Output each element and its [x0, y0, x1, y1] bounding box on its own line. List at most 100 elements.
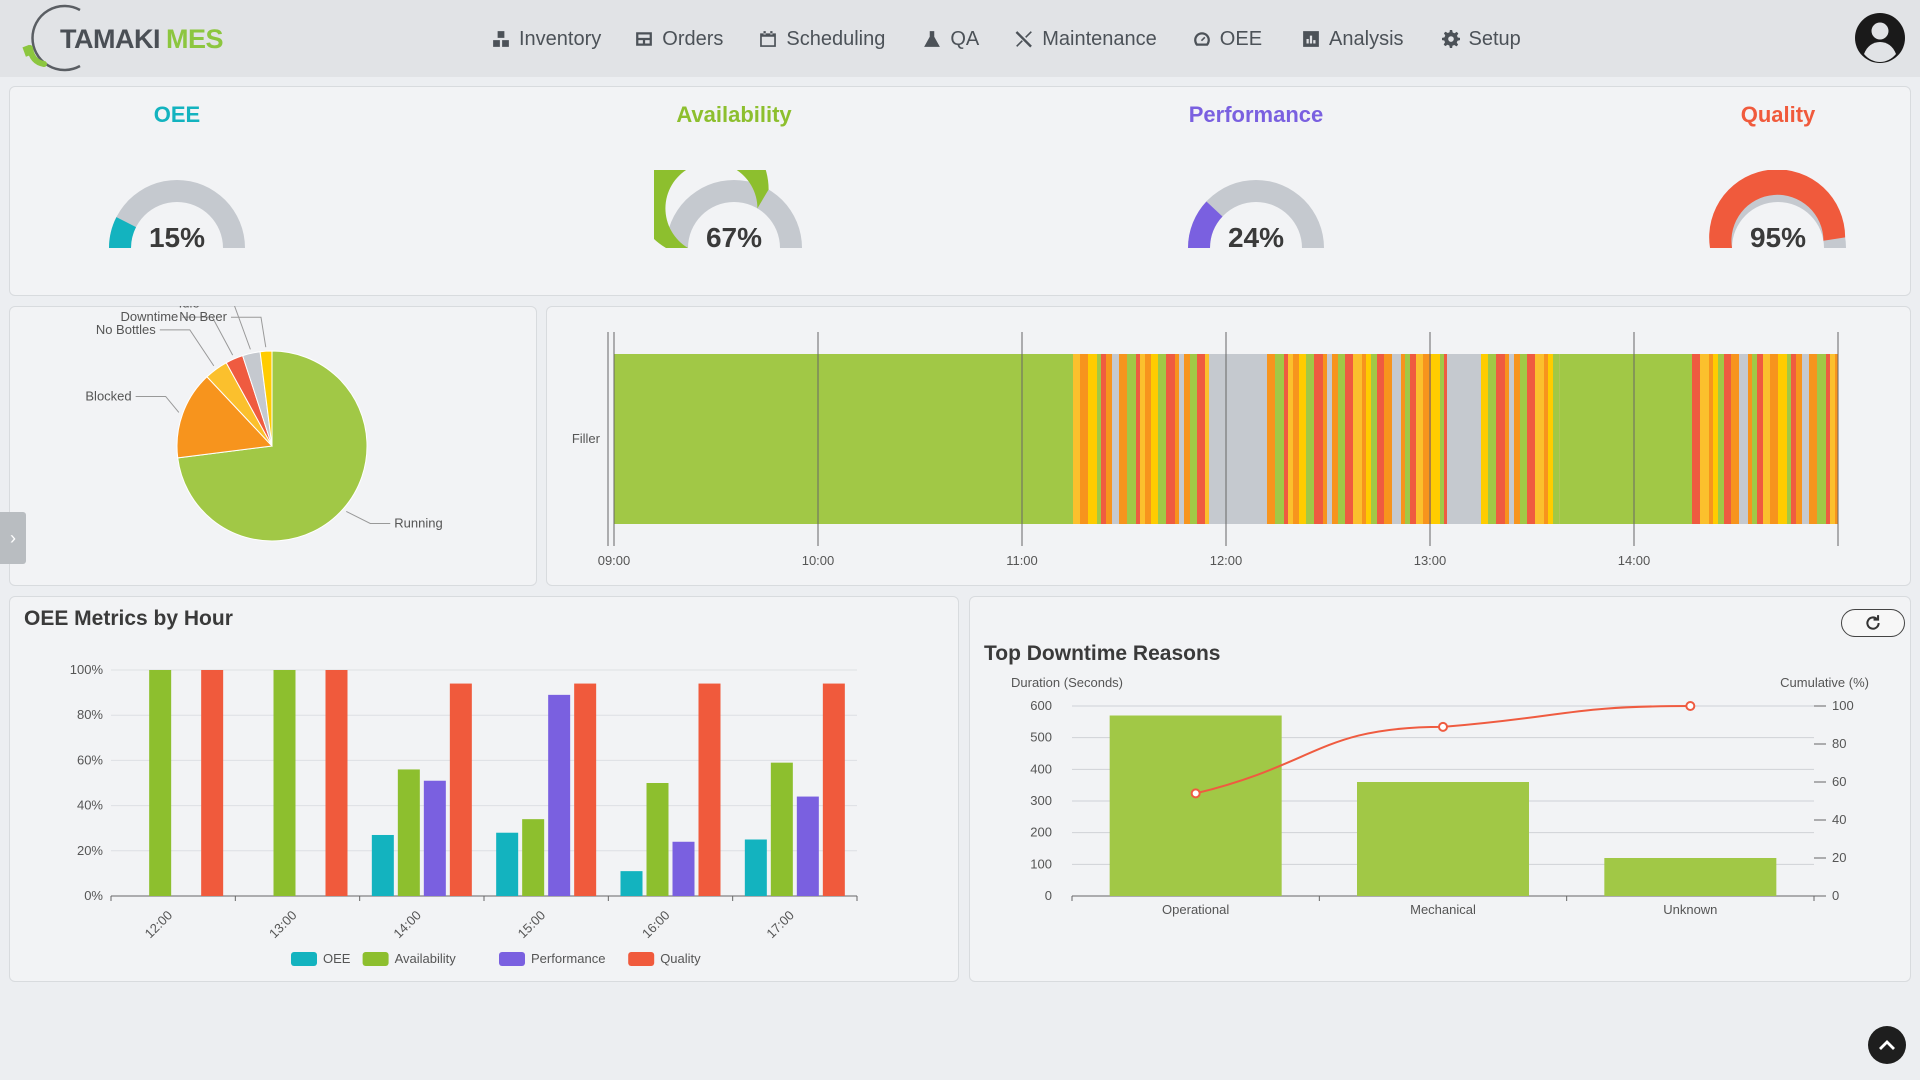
pie-leader-line — [346, 511, 391, 524]
timeline-segment — [1293, 354, 1299, 524]
timeline-segment — [1724, 354, 1731, 524]
quality-gauge-value: 95% — [1749, 222, 1807, 253]
cumulative-point — [1438, 721, 1448, 732]
y-tick-label: 100 — [1030, 856, 1052, 871]
timeline-segment — [1371, 354, 1377, 524]
kpi-oee-title: OEE — [153, 102, 201, 127]
y2-tick-label: 100 — [1832, 698, 1854, 713]
legend-swatch — [291, 952, 317, 966]
kpi-performance-title: Performance — [1188, 102, 1324, 127]
pie-slice — [259, 350, 273, 447]
timeline-row-label: Filler — [572, 431, 601, 446]
sidebar-toggle[interactable]: › — [0, 512, 26, 564]
timeline-segment — [1757, 354, 1763, 524]
cumulative-point — [1190, 788, 1201, 799]
y-tick-label: 0% — [84, 888, 103, 903]
x-tick-label: 16:00 — [639, 908, 673, 942]
nav-scheduling[interactable]: Scheduling — [759, 28, 885, 51]
pie-leader-line — [159, 329, 215, 367]
timeline-segment — [1184, 354, 1190, 524]
x-tick-label: 13:00 — [266, 908, 300, 942]
timeline-segment — [1112, 354, 1119, 524]
bar — [744, 839, 767, 896]
downtime-title: Top Downtime Reasons — [984, 642, 1221, 665]
timeline-segment — [1106, 354, 1112, 524]
timeline-segment — [1088, 354, 1097, 524]
timeline-segment — [1431, 354, 1440, 524]
timeline-segment — [1145, 354, 1151, 524]
nav-analysis[interactable]: Analysis — [1302, 28, 1404, 51]
timeline-segment — [1401, 354, 1405, 524]
timeline-segment — [1306, 354, 1314, 524]
nav-orders[interactable]: Orders — [635, 28, 723, 51]
app-logo[interactable]: TAMAKI MES — [18, 4, 224, 74]
timeline-segment — [1197, 354, 1205, 524]
timeline-segment — [1830, 354, 1835, 524]
timeline-segment — [1410, 354, 1416, 524]
logo-ring-icon — [22, 4, 81, 72]
logo-text-primary: TAMAKI — [60, 24, 160, 54]
pie-leader-line — [234, 306, 251, 350]
nav-orders-label: Orders — [662, 27, 724, 50]
nav-setup[interactable]: Setup — [1441, 28, 1521, 51]
timeline-segment — [1260, 354, 1267, 524]
nav-oee-label: OEE — [1219, 27, 1263, 50]
timeline-segment — [1392, 354, 1401, 524]
timeline-segment — [1377, 354, 1384, 524]
user-avatar-icon[interactable] — [1854, 12, 1906, 64]
kpi-quality: Quality — [1628, 102, 1920, 128]
gauge-icon — [1193, 32, 1210, 46]
timeline-tick-label: 09:00 — [598, 553, 631, 568]
bar — [574, 683, 597, 896]
timeline-tick-label: 14:00 — [1618, 553, 1651, 568]
timeline-segment — [1778, 354, 1787, 524]
oee-gauge-value: 15% — [148, 222, 206, 253]
kpi-availability-title: Availability — [676, 102, 792, 127]
timeline-segment — [1731, 354, 1739, 524]
x-tick-label: 14:00 — [390, 908, 424, 942]
timeline-segment — [1345, 354, 1353, 524]
timeline-segment — [1205, 354, 1209, 524]
timeline-segment — [1791, 354, 1796, 524]
y-tick-label: 80% — [77, 707, 103, 722]
timeline-segment — [1288, 354, 1293, 524]
timeline-segment — [1209, 354, 1260, 524]
gauge-fill — [109, 217, 137, 248]
timeline-segment — [614, 354, 1073, 524]
nav-inventory[interactable]: Inventory — [492, 28, 601, 51]
bar — [371, 834, 394, 896]
timeline-segment — [1151, 354, 1158, 524]
timeline-segment — [1796, 354, 1802, 524]
timeline-segment — [1080, 354, 1088, 524]
pie-label: Blocked — [85, 388, 131, 403]
timeline-segment — [1787, 354, 1791, 524]
timeline-segment — [1366, 354, 1371, 524]
timeline-segment — [1752, 354, 1757, 524]
pie-label: Downtime — [120, 309, 178, 324]
nav-qa[interactable]: QA — [923, 28, 979, 51]
orders-icon — [636, 32, 653, 46]
x-tick-label: 15:00 — [515, 908, 549, 942]
timeline-segment — [1073, 354, 1080, 524]
timeline-segment — [1447, 354, 1481, 524]
y-tick-label: 60% — [77, 752, 103, 767]
refresh-button[interactable] — [1841, 609, 1905, 637]
y-axis-title: Duration (Seconds) — [1011, 675, 1123, 690]
y2-tick-label: 0 — [1832, 888, 1839, 903]
nav-maintenance[interactable]: Maintenance — [1015, 28, 1157, 51]
y2-axis-title: Cumulative (%) — [1780, 675, 1869, 690]
scroll-to-top-button[interactable] — [1868, 1026, 1906, 1064]
timeline-segment — [1323, 354, 1327, 524]
timeline-segment — [1440, 354, 1444, 524]
timeline-segment — [1423, 354, 1431, 524]
kpi-performance: Performance — [1106, 102, 1406, 128]
boxes-icon — [493, 31, 509, 47]
timeline-segment — [1166, 354, 1175, 524]
kpi-availability: Availability — [584, 102, 884, 128]
timeline-segment — [1338, 354, 1345, 524]
timeline-segment — [1709, 354, 1713, 524]
x-tick-label: 12:00 — [142, 908, 176, 942]
bar — [1604, 858, 1777, 896]
nav-oee[interactable]: OEE — [1193, 28, 1262, 51]
bar — [548, 694, 571, 896]
